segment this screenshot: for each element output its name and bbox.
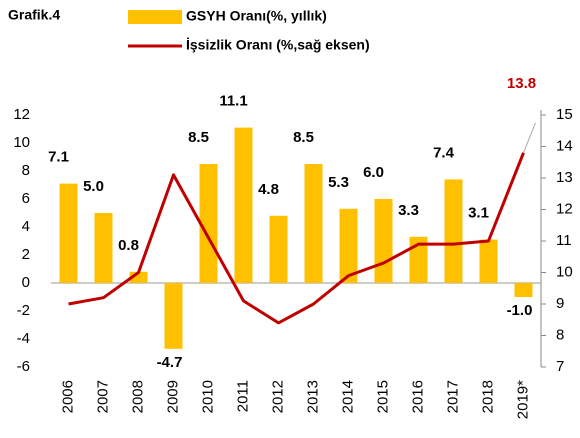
- chart-title: Grafik.4: [8, 7, 60, 23]
- bar-value-label: 8.5: [188, 129, 209, 146]
- y2-tick-label: 9: [556, 295, 564, 312]
- y2-tick-label: 8: [556, 326, 564, 343]
- x-tick-label: 2012: [269, 380, 286, 413]
- x-tick-label: 2017: [444, 380, 461, 413]
- leader-line: [523, 122, 536, 153]
- x-tick-label: 2015: [374, 380, 391, 413]
- y-tick-label: -6: [17, 358, 30, 375]
- bar-value-label: -4.7: [157, 354, 183, 371]
- y-tick-label: 10: [13, 134, 30, 151]
- bar-value-label: 0.8: [118, 237, 139, 254]
- bar: [444, 179, 463, 283]
- bar-value-label: 3.1: [468, 205, 489, 222]
- bar: [479, 239, 498, 283]
- bar: [129, 271, 148, 283]
- y-tick-label: 0: [22, 274, 30, 291]
- y-tick-label: -4: [17, 330, 30, 347]
- bar-value-label: 8.5: [293, 129, 314, 146]
- x-tick-label: 2011: [234, 380, 251, 412]
- x-tick-label: 2010: [199, 380, 216, 413]
- y-tick-label: 12: [13, 106, 30, 123]
- y2-tick-label: 13: [556, 169, 573, 186]
- y-tick-label: 8: [22, 162, 30, 179]
- y2-tick-label: 12: [556, 200, 573, 217]
- y2-tick-label: 7: [556, 358, 564, 375]
- line: [68, 152, 525, 325]
- x-tick-label: 2009: [164, 380, 181, 413]
- bar-value-label: 5.0: [83, 178, 104, 195]
- bar: [514, 283, 533, 297]
- x-tick-label: 2008: [129, 380, 146, 413]
- legend-label: İşsizlik Oranı (%,sağ eksen): [186, 37, 370, 53]
- x-tick-label: 2019*: [514, 380, 531, 419]
- bar: [164, 283, 183, 349]
- bar: [234, 127, 253, 283]
- bar-value-label: 6.0: [363, 164, 384, 181]
- y2-tick-label: 14: [556, 137, 573, 154]
- y-tick-label: 2: [22, 246, 30, 263]
- bar-value-label: 3.3: [398, 202, 419, 219]
- bar-value-label: 7.1: [48, 149, 69, 166]
- y-tick-label: -2: [17, 302, 30, 319]
- bar-value-label: 11.1: [219, 93, 247, 110]
- bar-value-label: 5.3: [328, 174, 349, 191]
- x-tick-label: 2013: [304, 380, 321, 413]
- y2-tick-label: 10: [556, 263, 573, 280]
- y-tick-label: 6: [22, 190, 30, 207]
- line-value-label: 13.8: [507, 75, 536, 92]
- bar-value-label: 7.4: [433, 144, 455, 161]
- bar: [304, 164, 323, 283]
- y2-tick-label: 11: [556, 232, 572, 249]
- bar-value-label: 4.8: [258, 181, 279, 198]
- x-tick-label: 2014: [339, 380, 356, 413]
- bar: [269, 215, 288, 283]
- x-tick-label: 2018: [479, 380, 496, 413]
- x-tick-label: 2007: [94, 380, 111, 413]
- bar-value-label: -1.0: [507, 302, 533, 319]
- bar: [59, 183, 78, 283]
- x-tick-label: 2006: [59, 380, 76, 413]
- bar: [374, 199, 393, 283]
- y2-tick-label: 15: [556, 106, 573, 123]
- bar: [339, 208, 358, 283]
- x-tick-label: 2016: [409, 380, 426, 413]
- bar: [199, 164, 218, 283]
- legend-label: GSYH Oranı(%, yıllık): [186, 8, 327, 24]
- legend-swatch: [128, 10, 182, 24]
- bar: [409, 236, 428, 283]
- y-tick-label: 4: [22, 218, 30, 235]
- bar: [94, 213, 113, 283]
